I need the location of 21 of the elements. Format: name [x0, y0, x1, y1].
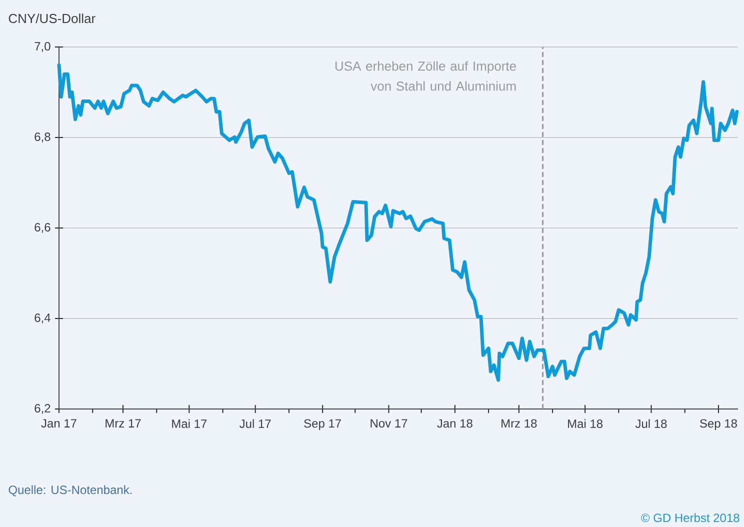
y-tick-label: 7,0	[34, 42, 50, 52]
x-tick-label: Jan 17	[41, 419, 76, 428]
x-tick-label: Sep 17	[304, 419, 341, 430]
x-tick-label: Mai 18	[568, 419, 603, 428]
y-tick-label: 6,8	[34, 132, 50, 142]
x-tick-label: Mrz 17	[106, 419, 141, 428]
x-tick-label: Jan 18	[437, 419, 472, 428]
x-tick-label: Mrz 18	[502, 419, 537, 428]
x-tick-label: Jul 17	[240, 419, 271, 428]
text: © GD Herbst 2018	[641, 513, 740, 522]
line-series	[57, 63, 739, 382]
x-tick-label: Nov 17	[370, 419, 408, 428]
y-axis-title: CNY/US-Dollar	[8, 14, 96, 24]
source-note: Quelle: US-Notenbank.	[8, 485, 132, 496]
x-tick-label: Jul 18	[635, 419, 667, 428]
x-tick-label: Sep 18	[700, 419, 737, 430]
x-tick-label: Mai 17	[172, 419, 207, 428]
y-tick-label: 6,2	[34, 404, 50, 414]
ref-line-label: USA erheben Zölle auf Importe von Stahl und Aluminium	[335, 61, 516, 91]
y-tick-label: 6,6	[34, 223, 50, 233]
y-tick-label: 6,4	[34, 314, 50, 324]
